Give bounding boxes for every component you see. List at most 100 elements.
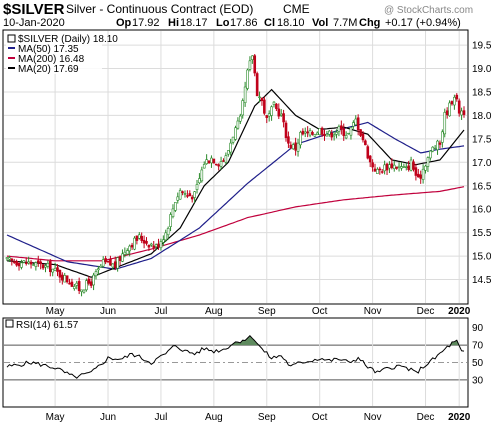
rsi-x-tick: 2020 (448, 412, 471, 423)
candle (44, 264, 47, 273)
candle (154, 243, 158, 250)
candle (315, 131, 319, 136)
candle (109, 255, 112, 266)
candle-body (371, 162, 374, 168)
candle-body (263, 99, 266, 114)
candle-body (385, 163, 389, 171)
rsi-legend: RSI(14) 61.57 (16, 320, 79, 331)
rsi-grid (4, 319, 467, 406)
rsi-x-tick: May (46, 412, 65, 423)
candle-body (376, 169, 379, 174)
candle (82, 289, 86, 294)
candle (308, 128, 312, 138)
candle-body (140, 235, 143, 241)
candle-body (121, 253, 124, 262)
candle-body (106, 260, 110, 263)
candle-body (409, 159, 413, 171)
candle (263, 96, 266, 116)
candle-body (392, 164, 396, 170)
candle-body (272, 101, 276, 105)
price-plot (5, 54, 466, 297)
price-x-tick: Aug (205, 306, 223, 317)
candle (246, 68, 249, 91)
candle-body (116, 257, 119, 269)
candle (361, 131, 365, 143)
price-y-tick: 17.5 (472, 134, 492, 145)
candle-body (34, 262, 38, 267)
candle-body (236, 120, 240, 129)
rsi-y-tick: 70 (472, 341, 484, 352)
rsi-legend-swatch (5, 319, 14, 328)
candle (383, 160, 386, 175)
candle-body (186, 195, 189, 197)
candle-body (123, 251, 127, 255)
candle-body (207, 160, 211, 164)
candle-body (10, 258, 14, 261)
candle-body (359, 129, 362, 136)
candle (404, 163, 408, 171)
candle (36, 255, 40, 267)
candle (224, 152, 228, 165)
rsi-x-tick: Aug (205, 412, 223, 423)
candle-body (356, 117, 360, 131)
price-x-tick: 2020 (448, 306, 471, 317)
candle (51, 268, 55, 277)
candle (248, 56, 252, 72)
candle-body (332, 134, 336, 137)
rsi-y-tick: 90 (472, 323, 484, 334)
candle-body (251, 55, 254, 60)
candle-body (373, 168, 377, 172)
price-y-tick: 19.0 (472, 64, 492, 75)
candle-body (419, 174, 423, 179)
candle (181, 190, 184, 196)
symbol: $SILVER (3, 1, 65, 18)
candle (97, 265, 100, 276)
candle-body (181, 191, 184, 193)
candle-body (284, 122, 288, 139)
rsi-y-tick: 50 (472, 358, 484, 369)
stat-op-value: 17.92 (132, 17, 160, 29)
candle-body (118, 256, 122, 261)
candle-body (97, 268, 100, 271)
candle (265, 115, 269, 124)
candle (121, 249, 124, 263)
candle (299, 130, 302, 149)
candle-body (226, 150, 230, 155)
candle-body (443, 112, 447, 135)
candle-body (171, 208, 175, 217)
candle (236, 117, 240, 130)
candle (328, 130, 331, 137)
candle-body (145, 241, 148, 244)
candle (87, 276, 91, 286)
candle-body (133, 237, 136, 250)
candle-body (212, 158, 216, 164)
rsi-x-axis: May Jun Jul Aug Sep Oct Nov Dec 2020 (46, 412, 471, 423)
candle (445, 107, 449, 119)
candle (159, 238, 163, 251)
candle-body (395, 166, 398, 169)
candle-body (291, 144, 295, 150)
candle (231, 136, 235, 145)
candle (152, 240, 156, 251)
candle-body (157, 243, 160, 248)
rsi-plot (6, 334, 465, 379)
legend-swatch-price (7, 34, 16, 43)
candle-body (68, 282, 71, 285)
candle-body (130, 244, 134, 248)
price-y-axis: 14.5 15.0 15.5 16.0 16.5 17.0 17.5 18.0 18.5 19.0… (472, 41, 492, 286)
candle (402, 163, 406, 168)
candle-body (424, 165, 427, 171)
candle-body (453, 96, 456, 106)
candle-body (20, 262, 23, 268)
candle-body (383, 164, 386, 172)
stat-vol-label: Vol (312, 17, 328, 29)
candle (85, 278, 88, 292)
candle-body (402, 166, 406, 168)
candle-body (337, 126, 341, 132)
candle (433, 144, 437, 150)
candle (56, 264, 59, 277)
candle-body (82, 289, 86, 293)
legend: $SILVER (Daily) 18.10 MA(50) 17.35 MA(20… (6, 31, 118, 75)
candle-body (349, 127, 353, 136)
